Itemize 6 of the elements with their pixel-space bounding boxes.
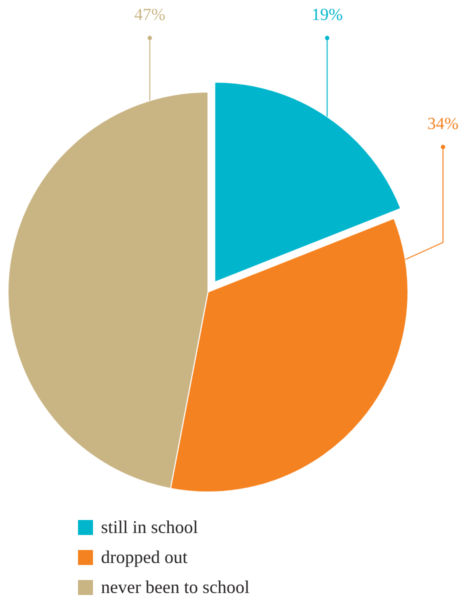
- data-label: 19%: [312, 5, 343, 24]
- legend-label: still in school: [101, 517, 198, 537]
- legend-label: never been to school: [101, 577, 250, 597]
- data-label: 47%: [134, 5, 166, 24]
- data-label: 34%: [427, 114, 459, 133]
- legend-label: dropped out: [101, 547, 188, 567]
